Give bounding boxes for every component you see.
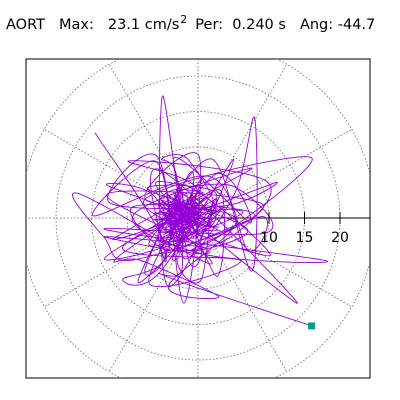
grid-spoke-300	[197, 217, 288, 372]
radial-ticks: 10 15 20	[260, 212, 349, 246]
max-label: Max:	[58, 17, 94, 33]
per-value: 0.240	[232, 17, 274, 33]
grid-spoke-210	[44, 217, 199, 308]
tick-label-15: 15	[296, 230, 314, 246]
marker-layer	[308, 322, 316, 330]
per-unit: s	[278, 17, 286, 33]
tick-label-20: 20	[331, 230, 349, 246]
tick-label-10: 10	[260, 230, 278, 246]
trace-core	[152, 188, 224, 246]
grid-spoke-240	[108, 217, 199, 372]
ang-label: Ang:	[299, 17, 334, 33]
acceleration-trace	[72, 95, 329, 327]
max-unit: cm/s	[144, 17, 180, 33]
max-value: 23.1	[107, 17, 141, 33]
ang-value: -44.7	[337, 17, 376, 33]
grid-spoke-330	[197, 217, 352, 308]
grid-spoke-30	[197, 128, 352, 219]
per-label: Per:	[195, 17, 224, 33]
grid-spoke-60	[197, 64, 288, 219]
max-unit-exponent: 2	[180, 13, 188, 26]
grid-spoke-120	[108, 64, 199, 219]
trace-path	[72, 95, 329, 327]
grid-spoke-150	[44, 128, 199, 219]
channel-label: AORT	[6, 17, 45, 33]
end-point-marker	[308, 322, 316, 330]
chart-header: AORT Max: 23.1 cm/s2 Per: 0.240 s Ang: -44.7	[6, 13, 376, 36]
